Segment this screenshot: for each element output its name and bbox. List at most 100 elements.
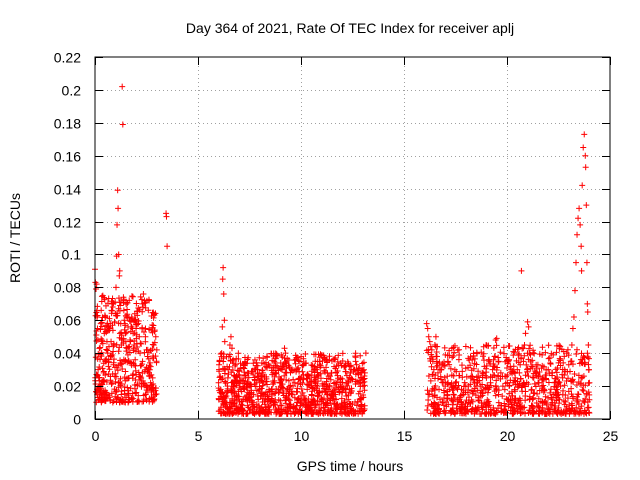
y-tick-label: 0.04 xyxy=(54,346,81,362)
data-point xyxy=(216,366,223,373)
data-point xyxy=(333,396,340,403)
data-point xyxy=(338,362,345,369)
data-point xyxy=(547,389,554,396)
data-point xyxy=(447,382,454,389)
data-point xyxy=(217,351,224,358)
data-point xyxy=(567,407,574,414)
data-point xyxy=(495,391,502,398)
data-point xyxy=(242,374,249,381)
data-point xyxy=(103,346,110,353)
data-point xyxy=(574,391,581,398)
data-point xyxy=(511,400,518,407)
data-point xyxy=(430,403,437,410)
data-point xyxy=(475,368,482,375)
data-point xyxy=(339,379,346,386)
data-point xyxy=(145,307,152,314)
data-point xyxy=(443,403,450,410)
data-point xyxy=(284,386,291,393)
data-point xyxy=(534,361,541,368)
data-point xyxy=(537,398,544,405)
data-point xyxy=(355,370,362,377)
data-point xyxy=(585,409,592,416)
data-point xyxy=(95,374,102,381)
data-point xyxy=(536,369,543,376)
data-point xyxy=(106,325,113,332)
data-point xyxy=(241,369,248,376)
data-point xyxy=(493,335,500,342)
data-point xyxy=(568,341,575,348)
data-point xyxy=(153,346,160,353)
data-point xyxy=(355,390,362,397)
data-point xyxy=(561,366,568,373)
data-point xyxy=(294,385,301,392)
data-point xyxy=(331,388,338,395)
data-point xyxy=(483,369,490,376)
data-point xyxy=(449,408,456,415)
data-point xyxy=(259,395,266,402)
data-point xyxy=(218,350,225,357)
data-point xyxy=(295,357,302,364)
data-point xyxy=(144,383,151,390)
data-point xyxy=(130,360,137,367)
data-point xyxy=(334,358,341,365)
data-point xyxy=(475,404,482,411)
data-point xyxy=(277,397,284,404)
data-point xyxy=(92,312,99,319)
data-point xyxy=(554,364,561,371)
data-point xyxy=(549,410,556,417)
data-point xyxy=(241,362,248,369)
data-point xyxy=(507,377,514,384)
data-point xyxy=(305,402,312,409)
data-point xyxy=(546,354,553,361)
data-point xyxy=(299,389,306,396)
data-point xyxy=(98,338,105,345)
data-point xyxy=(523,361,530,368)
data-point xyxy=(317,375,324,382)
data-point xyxy=(141,297,148,304)
data-point xyxy=(96,386,103,393)
data-point xyxy=(146,373,153,380)
data-point xyxy=(276,388,283,395)
data-point xyxy=(139,308,146,315)
data-point xyxy=(476,397,483,404)
data-point xyxy=(501,373,508,380)
data-point xyxy=(137,350,144,357)
data-point xyxy=(517,375,524,382)
data-point xyxy=(457,407,464,414)
data-point xyxy=(501,350,508,357)
data-point xyxy=(272,362,279,369)
data-point xyxy=(555,391,562,398)
data-point xyxy=(227,333,234,340)
data-point xyxy=(298,386,305,393)
data-point xyxy=(557,383,564,390)
data-point xyxy=(312,380,319,387)
data-point xyxy=(495,358,502,365)
data-point xyxy=(339,389,346,396)
data-point xyxy=(585,366,592,373)
data-point xyxy=(314,397,321,404)
data-point xyxy=(355,410,362,417)
data-point xyxy=(514,402,521,409)
data-point xyxy=(530,409,537,416)
data-point xyxy=(291,357,298,364)
data-point xyxy=(139,300,146,307)
data-point xyxy=(299,362,306,369)
data-point xyxy=(122,330,129,337)
data-point xyxy=(128,293,135,300)
data-point xyxy=(431,399,438,406)
data-point xyxy=(332,354,339,361)
data-point xyxy=(528,363,535,370)
data-point xyxy=(259,382,266,389)
data-point xyxy=(135,392,142,399)
data-point xyxy=(584,300,591,307)
y-axis-label: ROTI / TECUs xyxy=(7,193,23,283)
data-point xyxy=(582,152,589,159)
data-point xyxy=(341,385,348,392)
data-point xyxy=(573,259,580,266)
data-point xyxy=(247,381,254,388)
data-point xyxy=(285,390,292,397)
data-point xyxy=(487,379,494,386)
data-point xyxy=(562,392,569,399)
data-point xyxy=(316,354,323,361)
data-point xyxy=(510,363,517,370)
